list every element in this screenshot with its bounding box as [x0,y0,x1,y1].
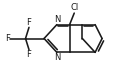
Text: N: N [53,53,59,62]
Text: F: F [26,50,31,59]
Text: Cl: Cl [69,3,78,12]
Text: N: N [53,15,59,24]
Text: F: F [5,34,10,43]
Text: F: F [26,18,31,27]
